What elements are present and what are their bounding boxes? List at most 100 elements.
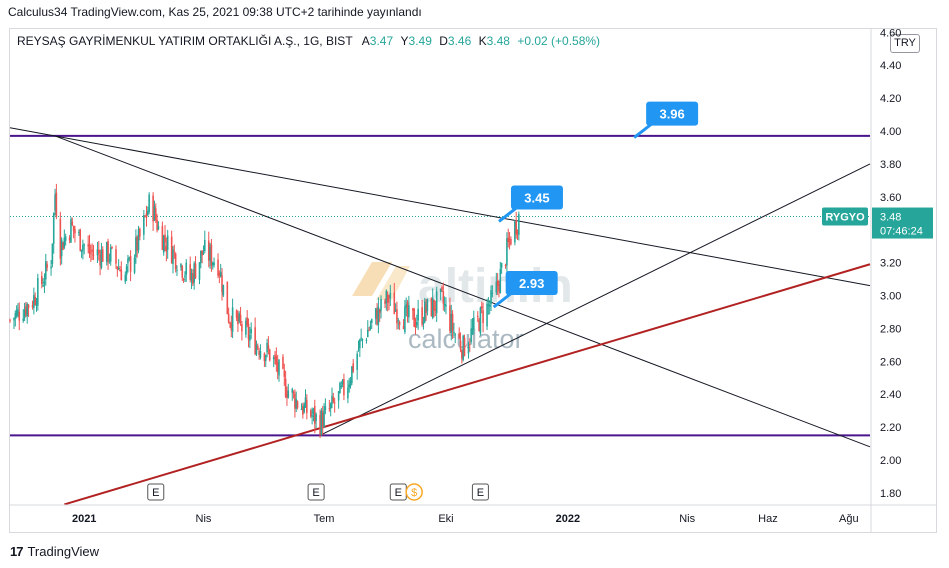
candle-body (44, 261, 47, 280)
candle-body (389, 292, 392, 299)
candle-body (124, 274, 127, 282)
candle-body (51, 243, 54, 264)
y-tick-label: 3.00 (880, 291, 901, 303)
y-tick-label: 4.00 (880, 126, 901, 138)
candle-body (500, 263, 503, 268)
candle-body (99, 254, 101, 266)
candle-body (143, 215, 145, 235)
candle-body (13, 318, 15, 321)
candle-body (46, 264, 48, 268)
publish-caption: Calculus34 TradingView.com, Kas 25, 2021… (8, 5, 422, 19)
candle-body (506, 238, 508, 266)
candle-body (507, 237, 510, 243)
candle-body (515, 220, 517, 235)
candle-body (221, 275, 223, 292)
candle-body (68, 237, 71, 241)
candle-body (467, 346, 470, 354)
candle-body (357, 349, 360, 351)
candle-body (462, 335, 464, 360)
symbol-name: REYSAŞ GAYRİMENKUL YATIRIM ORTAKLIĞI A.Ş… (17, 34, 353, 48)
candle-body (22, 318, 25, 321)
candle-body (328, 408, 331, 410)
candle-body (414, 325, 417, 328)
trendline-rising (319, 163, 871, 436)
candle-body (64, 236, 67, 241)
candle-body (226, 281, 229, 315)
footer: 17 TradingView (10, 544, 99, 559)
candle-body (207, 240, 210, 261)
candle-body (319, 415, 321, 435)
candle-body (72, 225, 75, 231)
candle-body (41, 275, 43, 284)
candle-body (50, 266, 52, 269)
earnings-marker-glyph: E (152, 487, 159, 499)
candle-body (198, 262, 201, 280)
candle-body (145, 213, 148, 218)
candle-body (416, 322, 418, 326)
candle-body (135, 237, 137, 257)
candle-body (463, 337, 466, 356)
close-label: K (478, 34, 487, 48)
x-tick-label: Ağu (839, 513, 859, 525)
candle-body (190, 273, 193, 281)
candle-body (454, 334, 457, 336)
y-tick-label: 4.60 (880, 27, 901, 39)
candle-body (154, 208, 157, 220)
candle-body (213, 262, 215, 266)
candle-body (211, 262, 214, 266)
candle-body (62, 242, 64, 250)
dividend-marker-glyph: $ (411, 487, 417, 499)
candle-body (453, 331, 455, 334)
candle-body (286, 394, 288, 398)
candle-body (174, 253, 177, 270)
callout-pointer (498, 206, 518, 223)
candle-body (115, 249, 117, 264)
candle-body (249, 335, 251, 341)
y-tick-label: 3.60 (880, 192, 901, 204)
y-tick-label: 2.60 (880, 356, 901, 368)
candle-body (100, 249, 103, 268)
candle-body (516, 232, 519, 234)
earnings-marker-icon (471, 483, 489, 501)
currency-badge[interactable]: TRY (890, 34, 920, 53)
watermark-logo-icon (352, 262, 410, 300)
candle-body (451, 313, 454, 331)
candle-body (111, 247, 113, 249)
candle-body (351, 366, 353, 383)
candle-body (498, 283, 500, 292)
candle-body (210, 244, 213, 267)
candle-body (229, 322, 231, 324)
candle-body (83, 244, 86, 246)
candle-body (182, 278, 185, 280)
earnings-marker-icon (147, 483, 165, 501)
candle-body (256, 345, 259, 349)
candle-body (125, 266, 128, 275)
trendline-resistance (9, 127, 871, 287)
horizontal-levels (10, 134, 870, 437)
candle-body (15, 310, 18, 316)
candle-body (184, 275, 186, 277)
candle-body (333, 402, 336, 404)
candle-body (300, 409, 303, 411)
candle-body (78, 231, 80, 233)
callout-label: 3.45 (524, 190, 549, 205)
candle-body (55, 192, 58, 217)
candle-body (235, 310, 238, 318)
y-tick-label: 4.20 (880, 93, 901, 105)
candle-body (482, 310, 484, 324)
candle-body (368, 329, 370, 331)
candle-body (461, 350, 463, 359)
candle-body (227, 313, 230, 323)
candle-body (34, 296, 36, 305)
x-tick-label: Nis (196, 513, 212, 525)
candle-body (170, 236, 173, 264)
candle-body (341, 379, 344, 385)
candle-body (239, 314, 242, 323)
callout-box (505, 271, 558, 296)
candle-body (63, 237, 66, 248)
low-label: D (439, 34, 448, 48)
candle-body (296, 401, 299, 408)
candle-body (402, 325, 405, 330)
candle-body (486, 303, 488, 327)
